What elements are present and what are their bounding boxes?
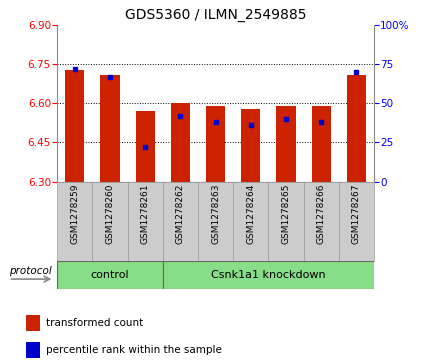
Text: GSM1278265: GSM1278265 bbox=[282, 184, 290, 244]
Text: GSM1278264: GSM1278264 bbox=[246, 184, 255, 244]
Text: control: control bbox=[91, 270, 129, 280]
Bar bbox=[57, 182, 92, 261]
Bar bbox=[163, 261, 374, 289]
Text: GSM1278267: GSM1278267 bbox=[352, 184, 361, 244]
Bar bbox=[57, 261, 163, 289]
Bar bbox=[163, 182, 198, 261]
Bar bbox=[312, 106, 331, 182]
Text: GSM1278260: GSM1278260 bbox=[106, 184, 114, 244]
Bar bbox=[100, 75, 120, 182]
Bar bbox=[347, 75, 366, 182]
Text: Csnk1a1 knockdown: Csnk1a1 knockdown bbox=[211, 270, 326, 280]
Bar bbox=[198, 182, 233, 261]
Bar bbox=[171, 103, 190, 182]
Text: protocol: protocol bbox=[9, 266, 51, 276]
Bar bbox=[206, 106, 225, 182]
Bar bbox=[26, 343, 40, 358]
Bar bbox=[26, 315, 40, 330]
Text: GSM1278266: GSM1278266 bbox=[317, 184, 326, 244]
Text: transformed count: transformed count bbox=[46, 318, 143, 328]
Bar bbox=[65, 70, 84, 182]
Bar bbox=[339, 182, 374, 261]
Bar bbox=[241, 109, 260, 182]
Text: GSM1278263: GSM1278263 bbox=[211, 184, 220, 244]
Text: GSM1278262: GSM1278262 bbox=[176, 184, 185, 244]
Bar bbox=[304, 182, 339, 261]
Bar bbox=[268, 182, 304, 261]
Bar bbox=[136, 111, 155, 182]
Bar bbox=[276, 106, 296, 182]
Bar bbox=[92, 182, 128, 261]
Bar bbox=[233, 182, 268, 261]
Bar bbox=[128, 182, 163, 261]
Text: GSM1278259: GSM1278259 bbox=[70, 184, 79, 244]
Text: GSM1278261: GSM1278261 bbox=[141, 184, 150, 244]
Title: GDS5360 / ILMN_2549885: GDS5360 / ILMN_2549885 bbox=[125, 8, 306, 22]
Text: percentile rank within the sample: percentile rank within the sample bbox=[46, 345, 222, 355]
